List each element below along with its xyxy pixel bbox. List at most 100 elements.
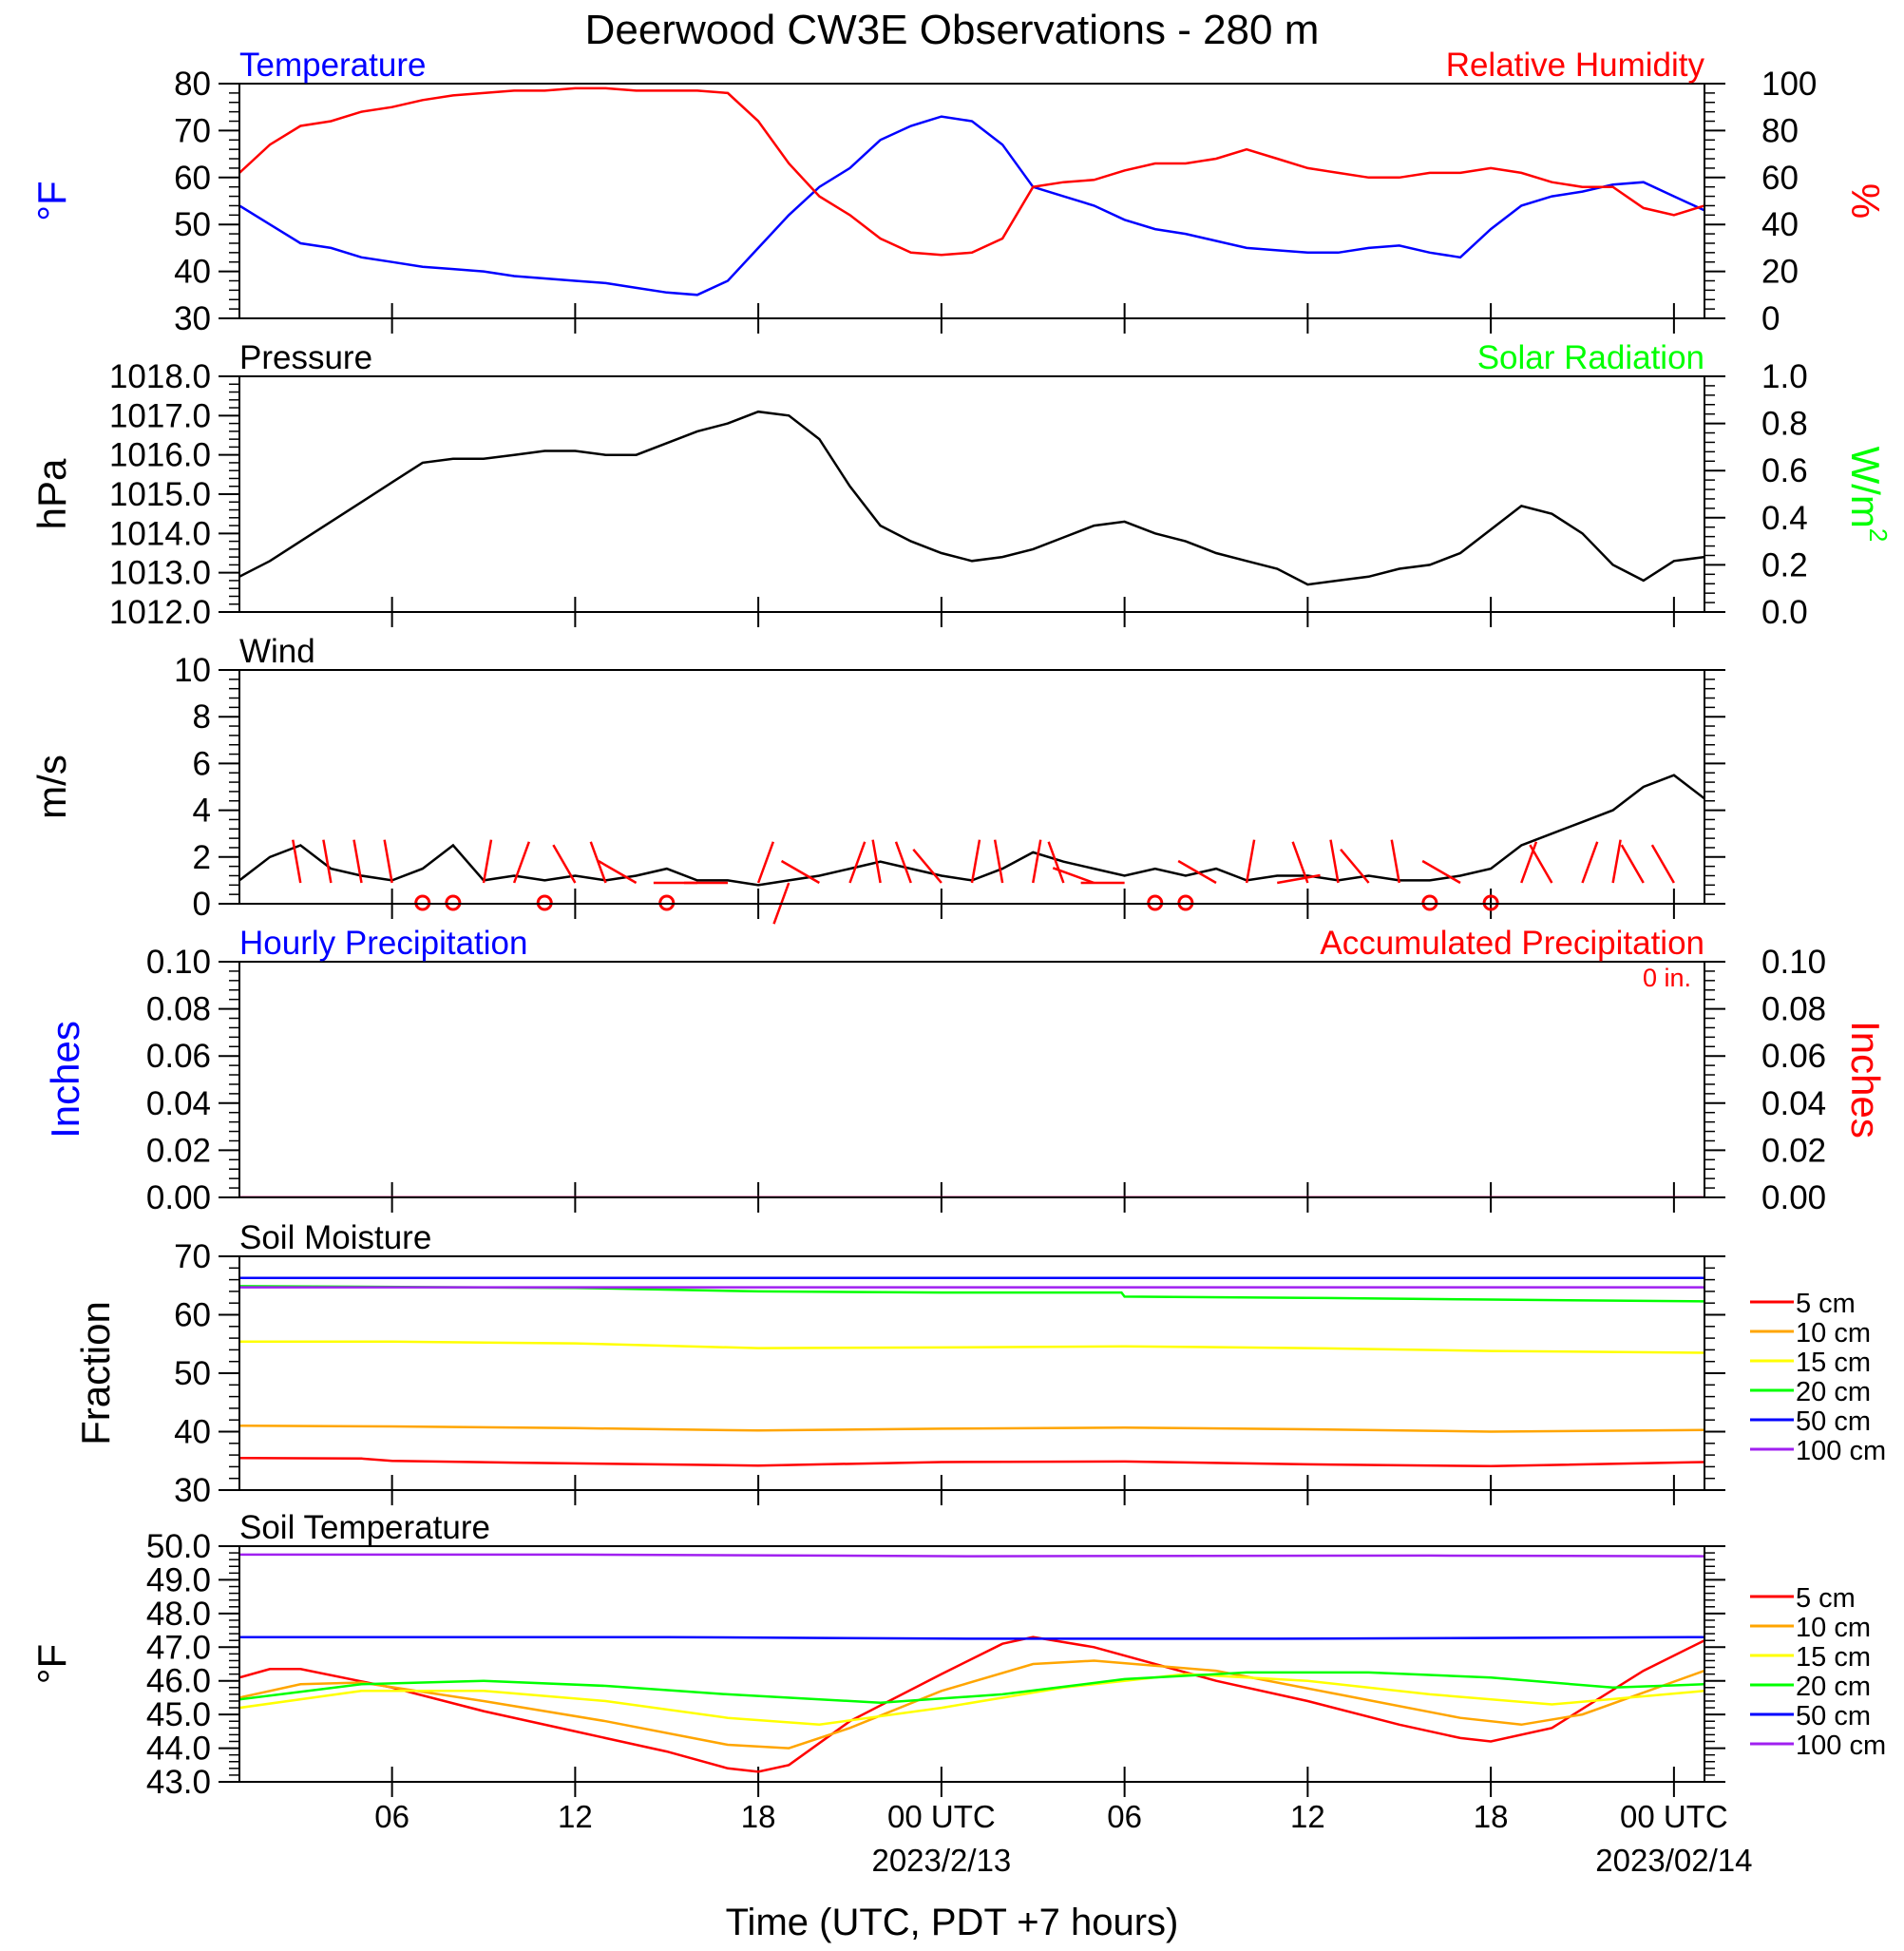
x-axis: 06 12 18 00 UTC 06 12 18 00 UTC 2023/2/13 2023/02… xyxy=(374,1799,1752,1878)
wind-barb xyxy=(993,839,1004,884)
y-tick-label: 80 xyxy=(174,66,211,103)
x-tick-label: 00 UTC xyxy=(887,1799,996,1834)
y2-axis-label: % xyxy=(1843,183,1888,219)
wind-barb xyxy=(1329,839,1340,884)
legend-label: 20 cm xyxy=(1796,1672,1871,1702)
wind-barb xyxy=(552,844,577,884)
wind-barb xyxy=(1620,844,1645,884)
y-tick-label: 0.02 xyxy=(146,1132,211,1169)
x-tick-label: 00 UTC xyxy=(1620,1799,1728,1834)
legend-label: 100 cm xyxy=(1796,1436,1886,1466)
y-tick-label: 45.0 xyxy=(146,1696,211,1733)
wind-barb xyxy=(894,841,912,884)
panel-precip: 0.00 0.02 0.04 0.06 0.08 0.10 0.00 0.02 0.04 0.06… xyxy=(43,925,1888,1216)
legend-label: 5 cm xyxy=(1796,1289,1856,1319)
y2-tick-label: 1.0 xyxy=(1761,358,1808,395)
panel-title-left: Hourly Precipitation xyxy=(239,925,527,962)
y2-tick-label: 0.00 xyxy=(1761,1179,1826,1216)
panel-frame xyxy=(238,1255,1705,1491)
series-line-20-cm xyxy=(239,1285,1704,1303)
y-tick-label: 40 xyxy=(174,1414,211,1451)
series-line-20-cm xyxy=(239,1671,1704,1704)
wind-barb xyxy=(871,839,882,884)
wind-barb xyxy=(1245,839,1256,884)
y-tick-label: 40 xyxy=(174,254,211,291)
y-tick-label: 49.0 xyxy=(146,1561,211,1598)
series-line-100-cm xyxy=(239,1553,1704,1558)
wind-barb xyxy=(482,839,493,884)
y-axis-label: m/s xyxy=(29,755,74,819)
y-tick-label: 70 xyxy=(174,112,211,149)
y-tick-label: 0 xyxy=(193,886,211,923)
y2-tick-label: 0.06 xyxy=(1761,1038,1826,1075)
y2-axis-label: W/m2 xyxy=(1843,447,1893,543)
y-tick-label: 1013.0 xyxy=(109,555,211,592)
y-axis-label: Fraction xyxy=(73,1301,118,1445)
y-tick-label: 50 xyxy=(174,206,211,243)
y2-tick-label: 0.4 xyxy=(1761,500,1808,537)
panel-frame xyxy=(238,83,1705,319)
panel-soil_temperature: 43.044.045.046.047.048.049.050.0 Soil Tem… xyxy=(29,1509,1886,1801)
series-line-15-cm xyxy=(239,1673,1704,1727)
legend-label: 10 cm xyxy=(1796,1318,1871,1348)
y-tick-label: 0.08 xyxy=(146,991,211,1028)
series-line-10-cm xyxy=(239,1659,1704,1750)
y-tick-label: 1015.0 xyxy=(109,476,211,513)
x-tick-label: 18 xyxy=(741,1799,776,1834)
y2-tick-label: 0.2 xyxy=(1761,546,1808,583)
panel-title-left: Wind xyxy=(239,633,315,670)
wind-barb xyxy=(1340,848,1370,884)
panel-frame xyxy=(238,1545,1705,1783)
wind-barb xyxy=(292,839,302,884)
panel-title-right: Solar Radiation xyxy=(1477,339,1704,376)
y-tick-label: 1017.0 xyxy=(109,397,211,434)
y2-tick-label: 0.6 xyxy=(1761,452,1808,489)
wind-barb xyxy=(1052,867,1095,885)
y-tick-label: 1018.0 xyxy=(109,358,211,395)
panel-title-left: Soil Temperature xyxy=(239,1509,490,1546)
y-tick-label: 8 xyxy=(193,698,211,736)
wind-barb xyxy=(1529,844,1553,884)
wind-barb xyxy=(1047,841,1065,884)
y-axis-label: Inches xyxy=(43,1021,87,1138)
legend-label: 10 cm xyxy=(1796,1613,1871,1643)
x-date-label: 2023/2/13 xyxy=(871,1843,1011,1878)
legend-label: 100 cm xyxy=(1796,1731,1886,1761)
wind-barb xyxy=(322,839,333,884)
y-tick-label: 50.0 xyxy=(146,1528,211,1565)
accumulation-annotation: 0 in. xyxy=(1643,964,1691,992)
panel-title-right: Accumulated Precipitation xyxy=(1320,925,1704,962)
legend-label: 20 cm xyxy=(1796,1377,1871,1407)
legend-label: 50 cm xyxy=(1796,1406,1871,1437)
series-line-10-cm xyxy=(239,1425,1704,1433)
y-tick-label: 60 xyxy=(174,160,211,197)
panel-frame xyxy=(238,961,1705,1198)
y-tick-label: 1016.0 xyxy=(109,437,211,474)
wind-barb xyxy=(352,839,363,884)
y-tick-label: 43.0 xyxy=(146,1764,211,1801)
y2-tick-label: 0.0 xyxy=(1761,594,1808,631)
panel-frame xyxy=(238,669,1705,905)
x-date-label: 2023/02/14 xyxy=(1595,1843,1752,1878)
y-tick-label: 50 xyxy=(174,1355,211,1392)
panel-title-right: Relative Humidity xyxy=(1446,47,1705,84)
panel-title-left: Temperature xyxy=(239,47,426,84)
x-tick-label: 18 xyxy=(1474,1799,1509,1834)
series-line-relative-humidity xyxy=(239,86,1704,257)
y-tick-label: 47.0 xyxy=(146,1629,211,1666)
y-tick-label: 10 xyxy=(174,652,211,689)
y2-tick-label: 0.8 xyxy=(1761,406,1808,443)
series-line-15-cm xyxy=(239,1340,1704,1354)
wind-barb xyxy=(1177,859,1217,885)
y-axis-label: hPa xyxy=(29,458,74,529)
wind-barb xyxy=(970,839,981,884)
y-tick-label: 70 xyxy=(174,1238,211,1275)
wind-barb xyxy=(912,848,942,884)
y-tick-label: 4 xyxy=(193,793,211,830)
y2-tick-label: 20 xyxy=(1761,254,1799,291)
y-tick-label: 1012.0 xyxy=(109,594,211,631)
series-line-50-cm xyxy=(239,1635,1704,1640)
y-tick-label: 0.00 xyxy=(146,1179,211,1216)
y-tick-label: 30 xyxy=(174,1472,211,1509)
